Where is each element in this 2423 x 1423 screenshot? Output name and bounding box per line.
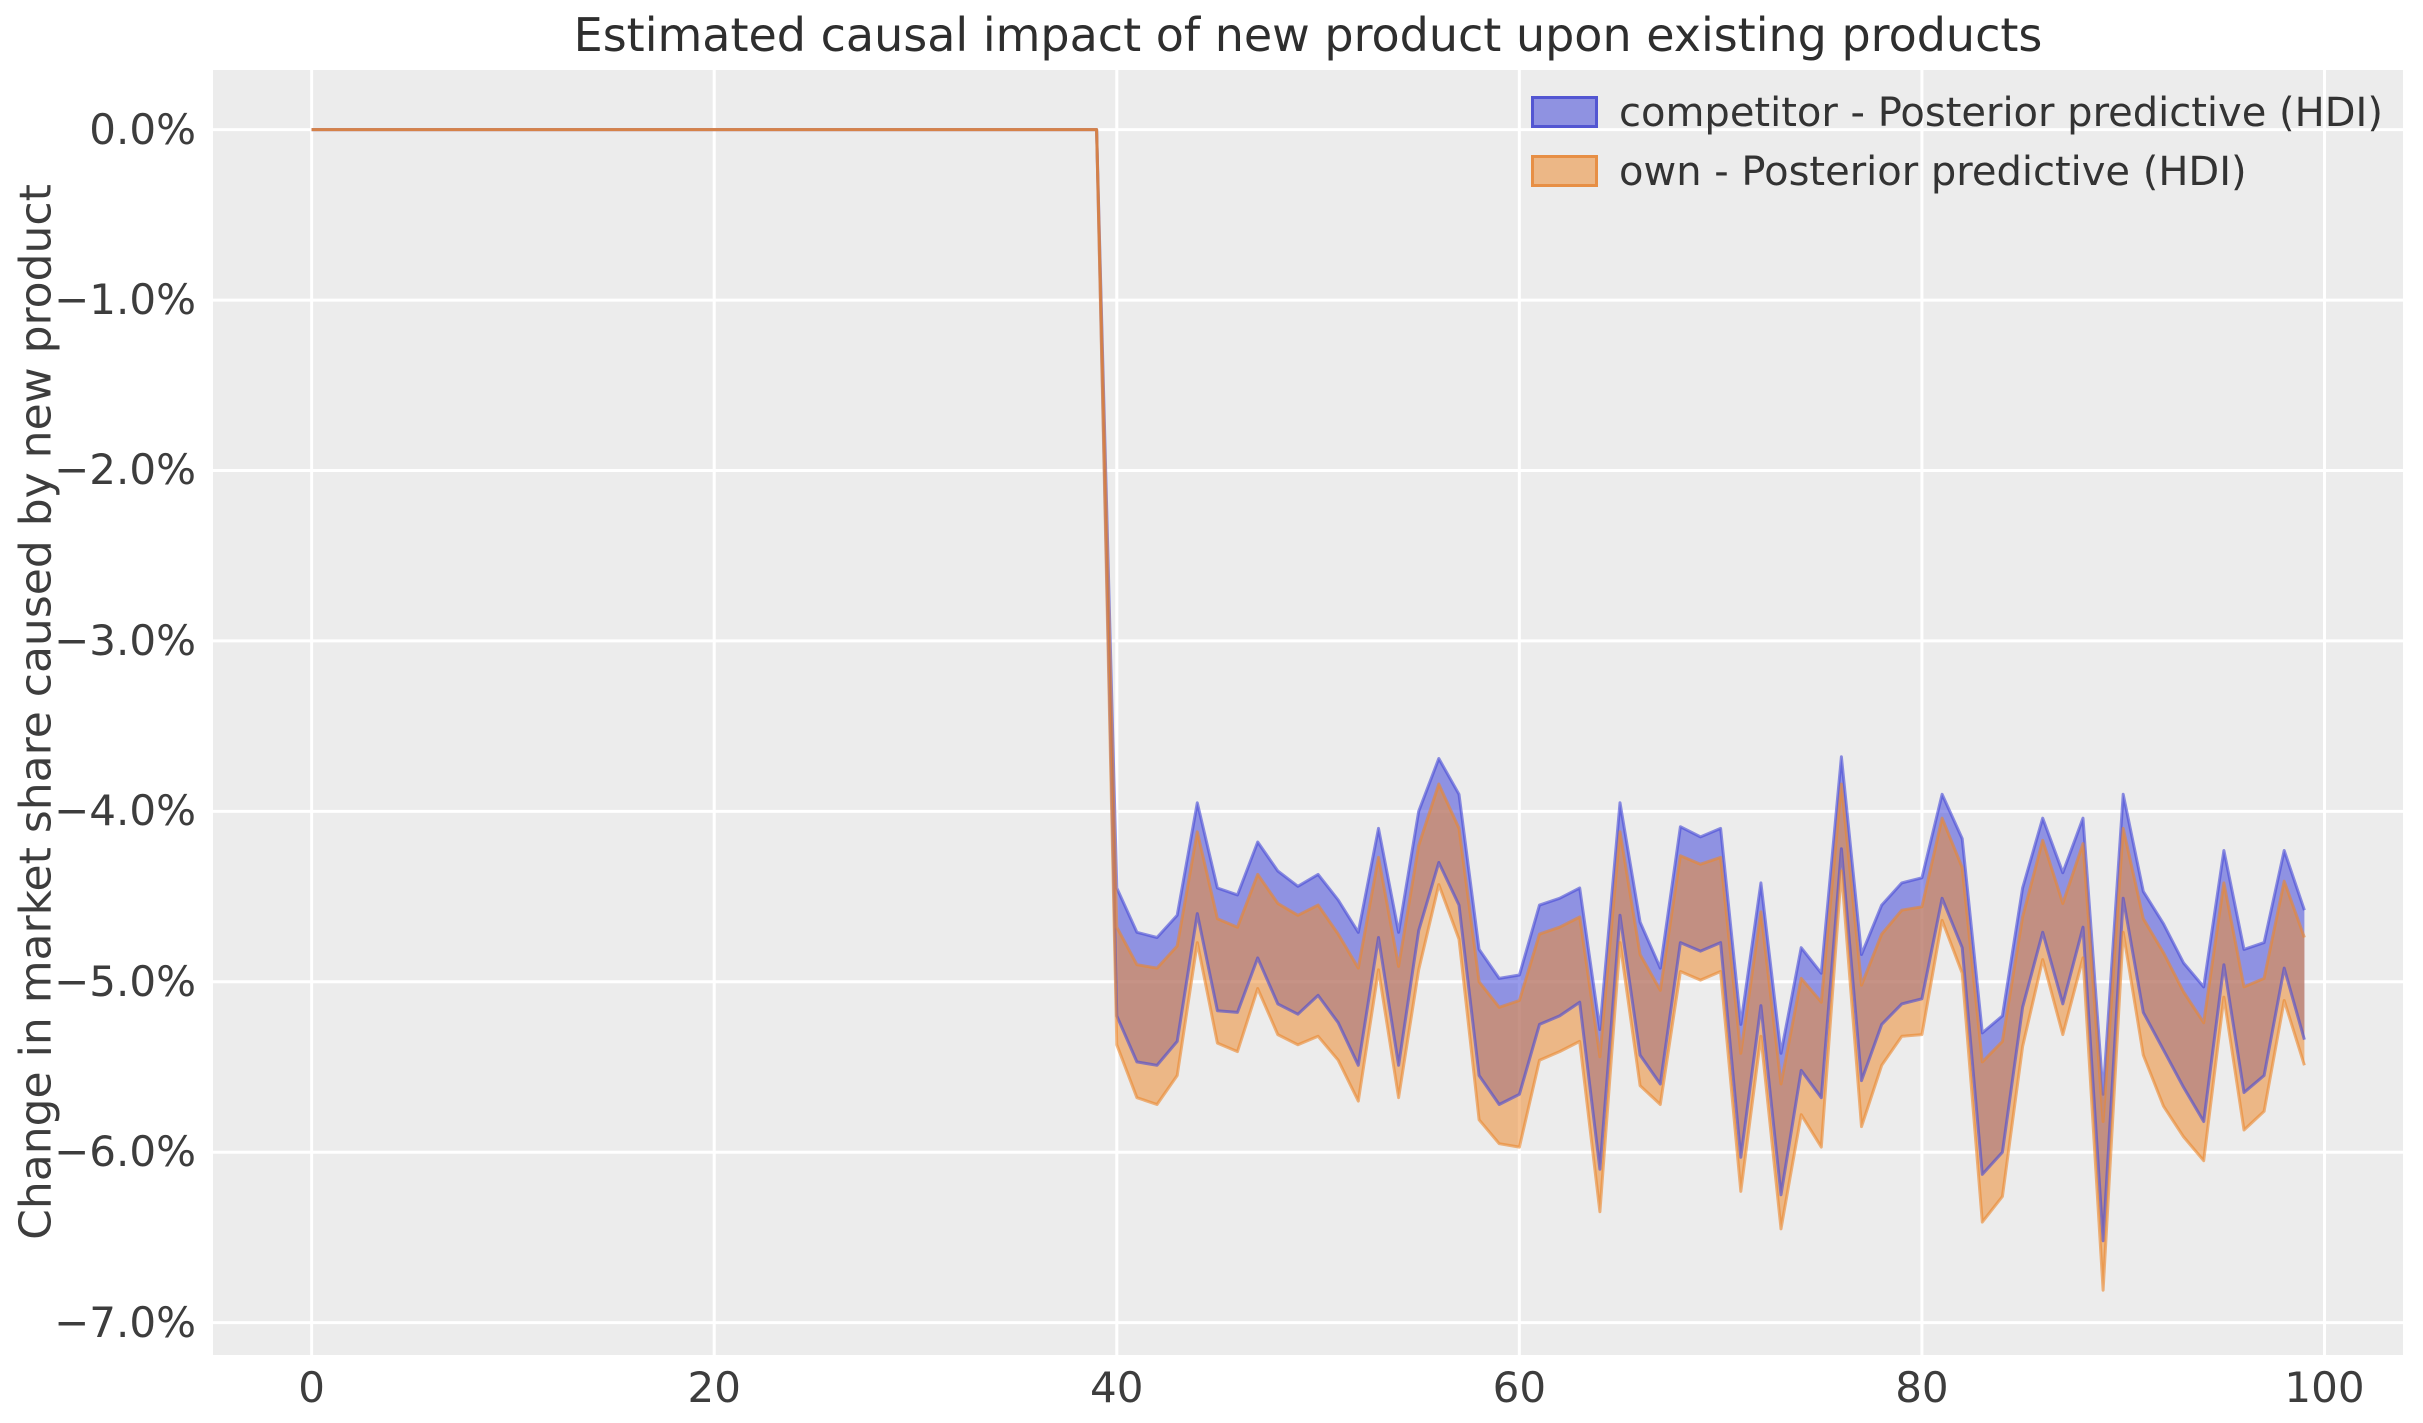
- x-tick-label-0: 0: [298, 1363, 325, 1412]
- x-tick-label-40: 40: [1090, 1363, 1144, 1412]
- y-tick-label-−5.0%: −5.0%: [54, 956, 196, 1006]
- y-tick-label-0.0%: 0.0%: [89, 104, 196, 154]
- y-tick-label-−3.0%: −3.0%: [54, 615, 196, 665]
- x-tick-label-80: 80: [1895, 1363, 1949, 1412]
- competitor-legend-label: competitor - Posterior predictive (HDI): [1619, 90, 2383, 136]
- own-band-lower-edge: [311, 128, 2306, 1292]
- y-axis-label: Change in market share caused by new pro…: [10, 184, 62, 1240]
- competitor-hdi-band: [311, 129, 2305, 1241]
- y-tick-label-−1.0%: −1.0%: [54, 275, 196, 325]
- y-tick-label-−6.0%: −6.0%: [54, 1127, 196, 1177]
- y-tick-label-−2.0%: −2.0%: [54, 445, 196, 495]
- own-legend-swatch: [1531, 155, 1598, 187]
- x-tick-label-100: 100: [2284, 1363, 2365, 1412]
- y-tick-label-−7.0%: −7.0%: [54, 1297, 196, 1347]
- x-tick-label-60: 60: [1492, 1363, 1547, 1412]
- own-hdi-band: [311, 129, 2305, 1291]
- chart-title: Estimated causal impact of new product u…: [573, 8, 2043, 62]
- competitor-legend-swatch: [1531, 96, 1598, 128]
- y-tick-label-−4.0%: −4.0%: [54, 786, 196, 836]
- axes-background: [213, 70, 2403, 1355]
- gridlines: [213, 70, 2403, 1355]
- x-tick-label-20: 20: [687, 1363, 741, 1412]
- own-legend-label: own - Posterior predictive (HDI): [1619, 149, 2247, 195]
